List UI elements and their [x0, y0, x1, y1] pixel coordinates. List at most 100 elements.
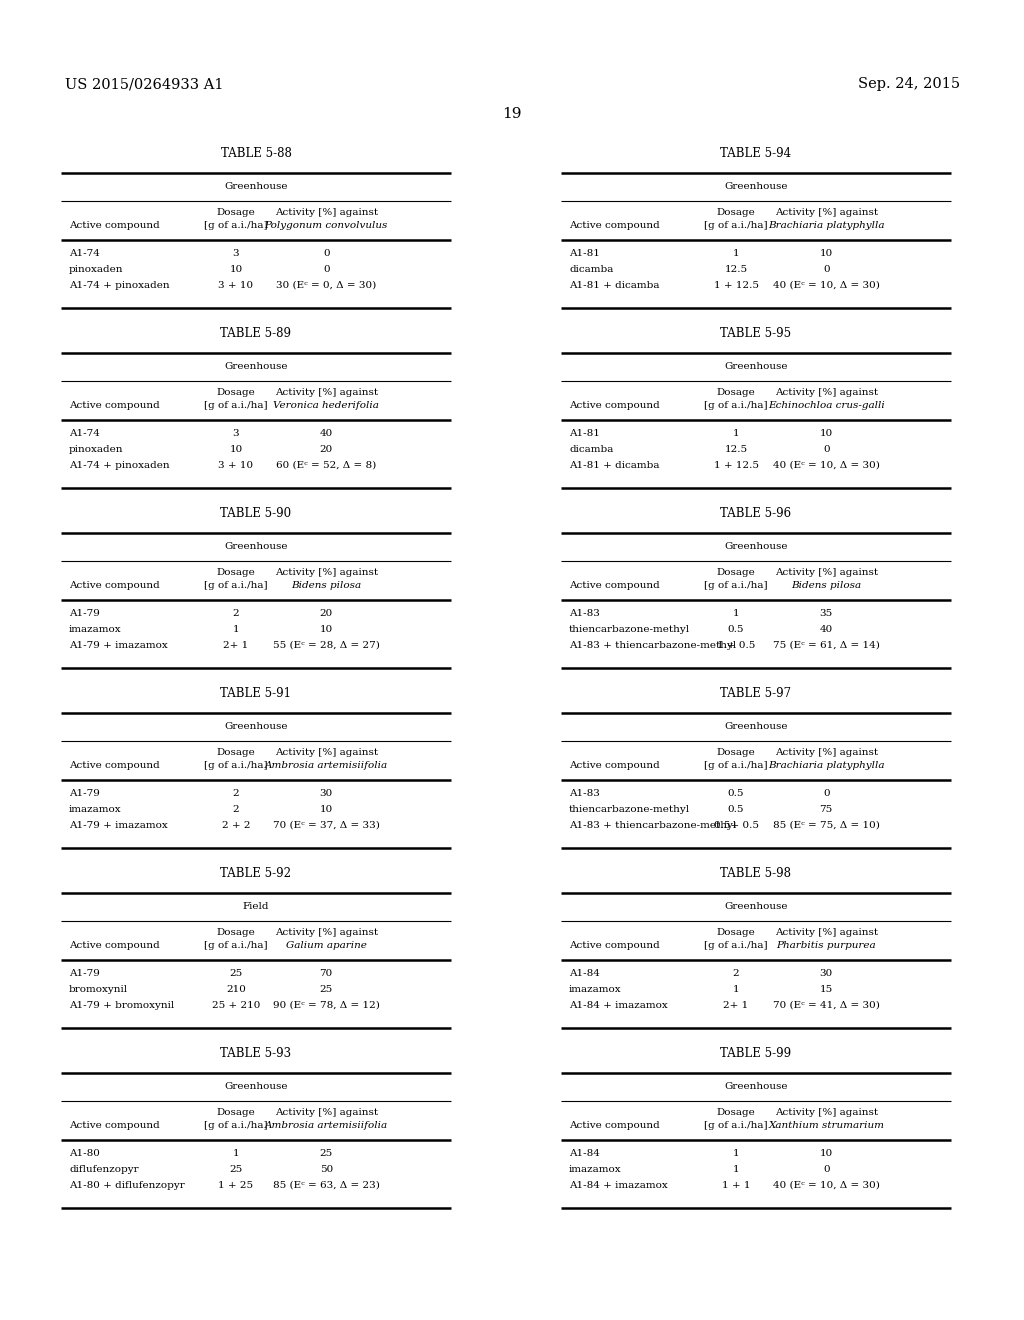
Text: TABLE 5-92: TABLE 5-92 [220, 867, 292, 880]
Text: Active compound: Active compound [69, 762, 160, 770]
Text: TABLE 5-89: TABLE 5-89 [220, 327, 292, 341]
Text: 2+ 1: 2+ 1 [223, 642, 249, 649]
Text: Activity [%] against: Activity [%] against [774, 209, 878, 216]
Text: Greenhouse: Greenhouse [724, 1082, 787, 1092]
Text: Dosage: Dosage [717, 209, 756, 216]
Text: A1-79: A1-79 [69, 969, 100, 978]
Text: 0: 0 [823, 1166, 829, 1173]
Text: Ambrosia artemisiifolia: Ambrosia artemisiifolia [264, 1121, 388, 1130]
Text: 0: 0 [823, 445, 829, 454]
Text: [g of a.i./ha]: [g of a.i./ha] [204, 581, 268, 590]
Text: 1 + 12.5: 1 + 12.5 [714, 461, 759, 470]
Text: 50: 50 [319, 1166, 333, 1173]
Text: TABLE 5-90: TABLE 5-90 [220, 507, 292, 520]
Text: 12.5: 12.5 [724, 445, 748, 454]
Text: Dosage: Dosage [217, 1107, 255, 1117]
Text: Veronica hederifolia: Veronica hederifolia [273, 401, 379, 411]
Text: [g of a.i./ha]: [g of a.i./ha] [705, 941, 768, 950]
Text: Bidens pilosa: Bidens pilosa [291, 581, 361, 590]
Text: TABLE 5-93: TABLE 5-93 [220, 1047, 292, 1060]
Text: A1-84 + imazamox: A1-84 + imazamox [569, 1181, 668, 1191]
Text: 1: 1 [733, 985, 739, 994]
Text: 20: 20 [319, 609, 333, 618]
Text: 1: 1 [733, 249, 739, 257]
Text: 2: 2 [232, 609, 240, 618]
Text: A1-83 + thiencarbazone-methyl: A1-83 + thiencarbazone-methyl [569, 642, 736, 649]
Text: 85 (Eᶜ = 63, Δ = 23): 85 (Eᶜ = 63, Δ = 23) [272, 1181, 380, 1191]
Text: 1 + 0.5: 1 + 0.5 [717, 642, 755, 649]
Text: 3: 3 [232, 249, 240, 257]
Text: thiencarbazone-methyl: thiencarbazone-methyl [569, 805, 690, 814]
Text: imazamox: imazamox [69, 805, 122, 814]
Text: Dosage: Dosage [717, 568, 756, 577]
Text: TABLE 5-96: TABLE 5-96 [721, 507, 792, 520]
Text: A1-74 + pinoxaden: A1-74 + pinoxaden [69, 281, 170, 290]
Text: imazamox: imazamox [569, 985, 622, 994]
Text: 55 (Eᶜ = 28, Δ = 27): 55 (Eᶜ = 28, Δ = 27) [272, 642, 380, 649]
Text: A1-80 + diflufenzopyr: A1-80 + diflufenzopyr [69, 1181, 184, 1191]
Text: A1-83: A1-83 [569, 609, 600, 618]
Text: A1-81 + dicamba: A1-81 + dicamba [569, 281, 659, 290]
Text: Activity [%] against: Activity [%] against [774, 568, 878, 577]
Text: Ambrosia artemisiifolia: Ambrosia artemisiifolia [264, 762, 388, 770]
Text: A1-81: A1-81 [569, 249, 600, 257]
Text: Greenhouse: Greenhouse [224, 362, 288, 371]
Text: Galium aparine: Galium aparine [286, 941, 367, 950]
Text: Dosage: Dosage [217, 388, 255, 397]
Text: Active compound: Active compound [69, 581, 160, 590]
Text: 1: 1 [232, 1148, 240, 1158]
Text: 75: 75 [819, 805, 833, 814]
Text: Activity [%] against: Activity [%] against [274, 568, 378, 577]
Text: Greenhouse: Greenhouse [724, 902, 787, 911]
Text: 1: 1 [733, 609, 739, 618]
Text: 40: 40 [819, 624, 833, 634]
Text: Activity [%] against: Activity [%] against [774, 388, 878, 397]
Text: A1-74: A1-74 [69, 249, 100, 257]
Text: A1-81: A1-81 [569, 429, 600, 438]
Text: Activity [%] against: Activity [%] against [274, 388, 378, 397]
Text: Activity [%] against: Activity [%] against [274, 928, 378, 937]
Text: TABLE 5-88: TABLE 5-88 [220, 147, 292, 160]
Text: 15: 15 [819, 985, 833, 994]
Text: 3 + 10: 3 + 10 [218, 461, 254, 470]
Text: Dosage: Dosage [717, 1107, 756, 1117]
Text: Activity [%] against: Activity [%] against [274, 209, 378, 216]
Text: 0: 0 [323, 249, 330, 257]
Text: Greenhouse: Greenhouse [224, 543, 288, 550]
Text: 2: 2 [232, 789, 240, 799]
Text: A1-80: A1-80 [69, 1148, 100, 1158]
Text: Active compound: Active compound [569, 1121, 659, 1130]
Text: imazamox: imazamox [569, 1166, 622, 1173]
Text: 1 + 1: 1 + 1 [722, 1181, 751, 1191]
Text: [g of a.i./ha]: [g of a.i./ha] [204, 401, 268, 411]
Text: imazamox: imazamox [69, 624, 122, 634]
Text: 0.5+ 0.5: 0.5+ 0.5 [714, 821, 759, 830]
Text: Dosage: Dosage [217, 209, 255, 216]
Text: 1: 1 [733, 1148, 739, 1158]
Text: 0: 0 [323, 265, 330, 275]
Text: TABLE 5-99: TABLE 5-99 [721, 1047, 792, 1060]
Text: 12.5: 12.5 [724, 265, 748, 275]
Text: Dosage: Dosage [717, 388, 756, 397]
Text: 85 (Eᶜ = 75, Δ = 10): 85 (Eᶜ = 75, Δ = 10) [773, 821, 880, 830]
Text: Greenhouse: Greenhouse [724, 362, 787, 371]
Text: Active compound: Active compound [69, 401, 160, 411]
Text: 2 + 2: 2 + 2 [222, 821, 250, 830]
Text: A1-79 + imazamox: A1-79 + imazamox [69, 642, 168, 649]
Text: Active compound: Active compound [569, 762, 659, 770]
Text: [g of a.i./ha]: [g of a.i./ha] [204, 941, 268, 950]
Text: A1-79: A1-79 [69, 789, 100, 799]
Text: 35: 35 [819, 609, 833, 618]
Text: A1-79 + bromoxynil: A1-79 + bromoxynil [69, 1001, 174, 1010]
Text: pinoxaden: pinoxaden [69, 445, 124, 454]
Text: 25: 25 [319, 1148, 333, 1158]
Text: A1-74 + pinoxaden: A1-74 + pinoxaden [69, 461, 170, 470]
Text: 1 + 25: 1 + 25 [218, 1181, 254, 1191]
Text: [g of a.i./ha]: [g of a.i./ha] [705, 1121, 768, 1130]
Text: 1: 1 [733, 429, 739, 438]
Text: 40: 40 [319, 429, 333, 438]
Text: Echinochloa crus-galli: Echinochloa crus-galli [768, 401, 885, 411]
Text: 0: 0 [823, 265, 829, 275]
Text: TABLE 5-94: TABLE 5-94 [721, 147, 792, 160]
Text: [g of a.i./ha]: [g of a.i./ha] [705, 401, 768, 411]
